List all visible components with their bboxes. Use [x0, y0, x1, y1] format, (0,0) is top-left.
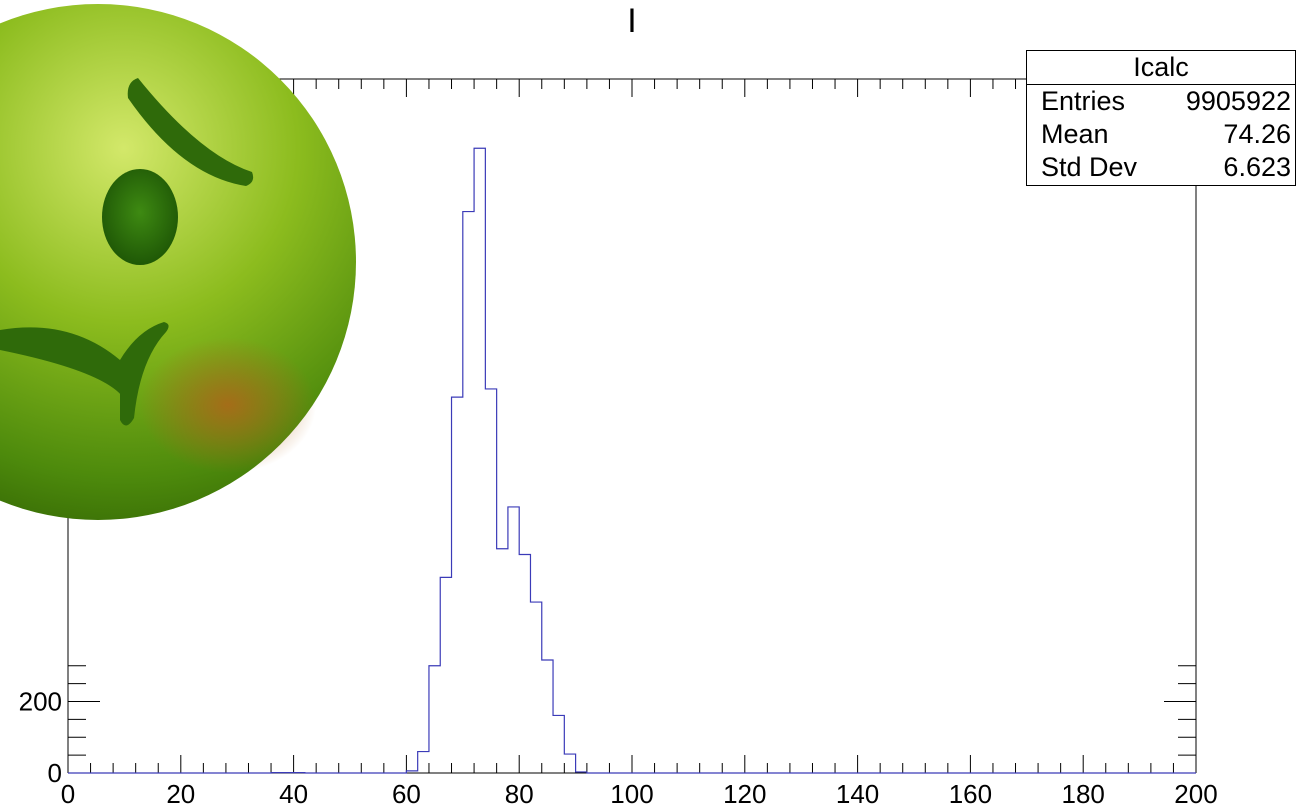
- histogram-bin: [508, 507, 519, 773]
- stats-value: 6.623: [1223, 152, 1291, 182]
- histogram-bin: [452, 397, 463, 773]
- histogram-bin: [418, 752, 429, 773]
- stats-value: 74.26: [1223, 119, 1291, 149]
- histogram-bin: [406, 771, 417, 773]
- x-tick-label: 40: [279, 779, 308, 807]
- histogram-bin: [542, 660, 553, 773]
- stats-box: Icalc Entries 9905922 Mean 74.26 Std Dev…: [1026, 50, 1296, 186]
- histogram-bin: [440, 577, 451, 773]
- histogram-bin: [429, 666, 440, 773]
- histogram-bin: [530, 602, 541, 773]
- x-tick-label: 0: [61, 779, 75, 807]
- y-tick-label: 0: [48, 758, 62, 788]
- stats-label: Entries: [1041, 86, 1126, 116]
- stats-label: Mean: [1041, 119, 1109, 149]
- histogram-title: I: [627, 2, 637, 40]
- x-tick-label: 80: [505, 779, 534, 807]
- histogram-bin: [519, 555, 530, 773]
- histogram-bin: [474, 148, 485, 773]
- histogram-bin: [463, 212, 474, 773]
- x-tick-label: 100: [610, 779, 653, 807]
- histogram-bin: [576, 772, 587, 773]
- x-tick-label: 180: [1062, 779, 1105, 807]
- x-tick-label: 20: [166, 779, 195, 807]
- x-tick-label: 140: [836, 779, 879, 807]
- x-tick-label: 160: [949, 779, 992, 807]
- stats-row-stddev: Std Dev 6.623: [1027, 151, 1295, 184]
- histogram-bin: [564, 754, 575, 773]
- stats-box-title: Icalc: [1027, 51, 1295, 85]
- x-tick-label: 60: [392, 779, 421, 807]
- stats-row-entries: Entries 9905922: [1027, 85, 1295, 118]
- histogram-bin: [497, 549, 508, 773]
- x-tick-label: 120: [723, 779, 766, 807]
- stats-label: Std Dev: [1041, 152, 1138, 182]
- stats-row-mean: Mean 74.26: [1027, 118, 1295, 151]
- stats-value: 9905922: [1185, 86, 1291, 116]
- y-tick-label: 200: [19, 686, 62, 716]
- histogram-bin: [485, 389, 496, 773]
- nauseated-face-icon: [0, 4, 356, 520]
- x-tick-label: 200: [1174, 779, 1217, 807]
- histogram-outline: [68, 147, 1196, 774]
- histogram-bin: [553, 715, 564, 773]
